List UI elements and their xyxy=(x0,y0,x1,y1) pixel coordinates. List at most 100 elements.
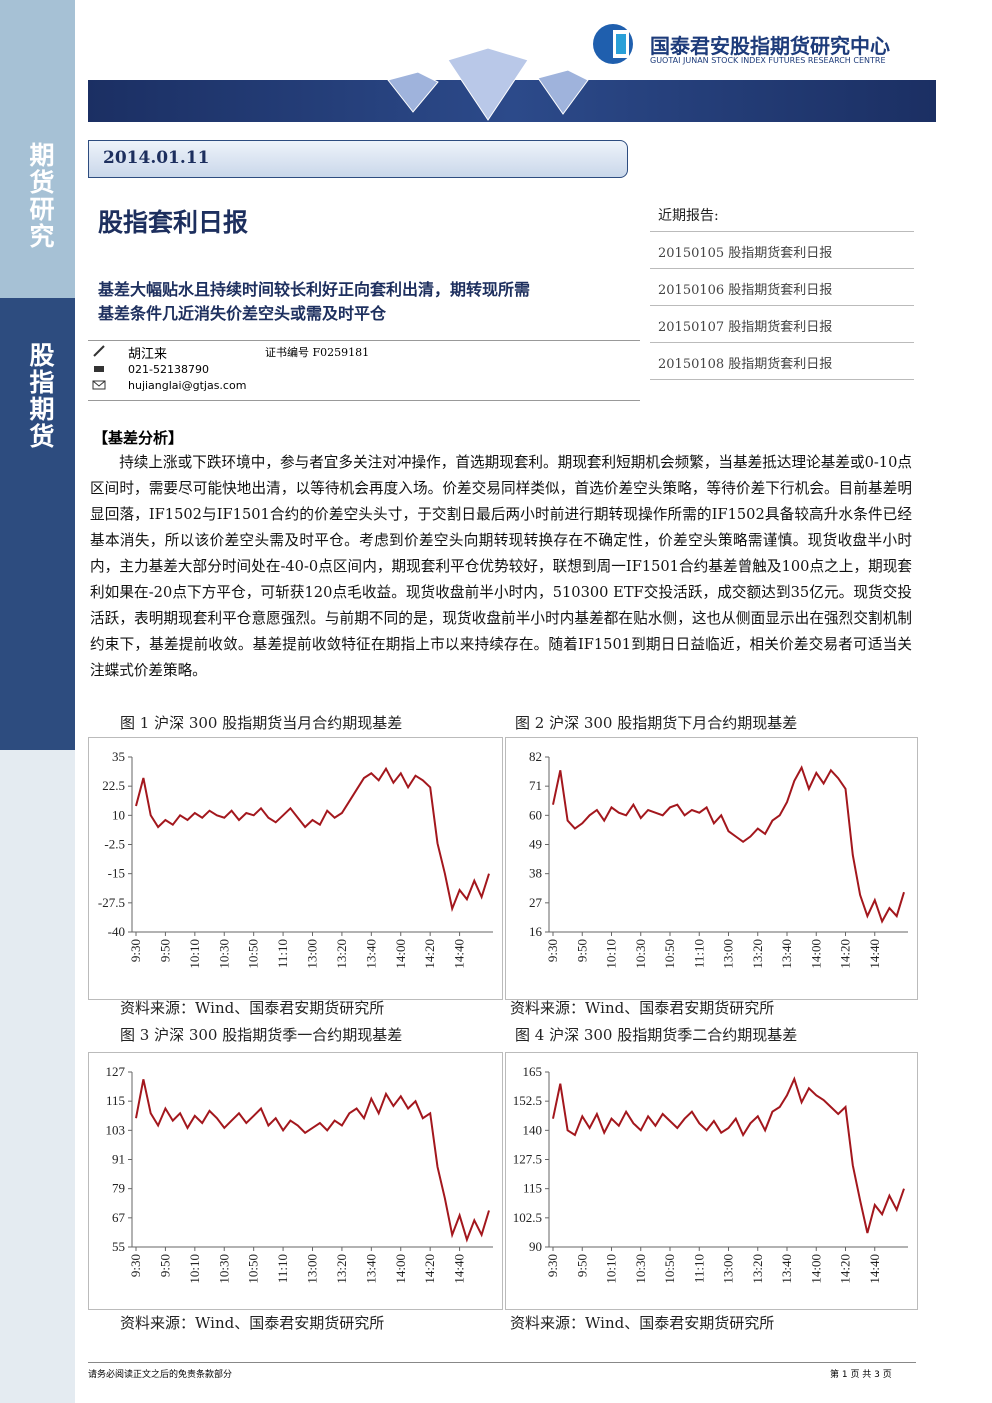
chart-frame xyxy=(88,1052,503,1310)
rule xyxy=(88,400,640,401)
chart-frame xyxy=(505,1052,918,1310)
y-tick-label: 71 xyxy=(529,778,542,793)
chart: 165 152.5 140 127.5 115 102.5 909:30 9:50 10:10 1… xyxy=(505,1052,918,1310)
y-tick-label: -15 xyxy=(108,866,125,881)
sidebar-label: 股指期货 xyxy=(26,342,55,450)
recent-item[interactable]: 20150106 股指期货套利日报 xyxy=(650,279,914,306)
x-tick-label: 14:40 xyxy=(867,1254,882,1284)
chart-source: 资料来源：Wind、国泰君安期货研究所 xyxy=(120,999,385,1017)
x-tick-label: 9:30 xyxy=(128,1254,143,1277)
x-tick-label: 13:00 xyxy=(721,1254,736,1284)
series-line xyxy=(135,1079,490,1243)
y-tick-label: -27.5 xyxy=(98,895,125,910)
rule xyxy=(88,340,640,341)
subtitle-line: 基差大幅贴水且持续时间较长利好正向套利出清，期转现所需 xyxy=(98,280,531,299)
x-tick-label: 11:10 xyxy=(691,1254,706,1283)
recent-item[interactable]: 20150105 股指期货套利日报 xyxy=(650,242,914,269)
recent-item[interactable]: 20150108 股指期货套利日报 xyxy=(650,353,914,380)
x-tick-label: 9:50 xyxy=(574,939,589,962)
y-tick-label: -40 xyxy=(108,924,125,939)
x-tick-label: 14:00 xyxy=(808,939,823,969)
date-bar xyxy=(88,140,628,178)
recent-heading: 近期报告: xyxy=(650,205,914,232)
x-tick-label: 13:00 xyxy=(721,939,736,969)
series-line xyxy=(552,765,905,924)
x-tick-label: 14:40 xyxy=(452,1254,467,1284)
y-tick-label: 67 xyxy=(112,1210,126,1225)
x-tick-label: 10:30 xyxy=(216,939,231,969)
chart-source: 资料来源：Wind、国泰君安期货研究所 xyxy=(510,999,775,1017)
org-name: 国泰君安股指期货研究中心 xyxy=(650,34,890,58)
contact-icons xyxy=(92,345,106,390)
sidebar-label: 期货研究 xyxy=(26,142,55,250)
chart-title: 图 1 沪深 300 股指期货当月合约期现基差 xyxy=(120,714,403,732)
page-number: 第 1 页 共 3 页 xyxy=(830,1370,892,1380)
x-tick-label: 9:50 xyxy=(157,1254,172,1277)
chart-title: 图 2 沪深 300 股指期货下月合约期现基差 xyxy=(515,714,798,732)
x-tick-label: 14:00 xyxy=(393,939,408,969)
x-tick-label: 10:10 xyxy=(187,1254,202,1284)
date: 2014.01.11 xyxy=(103,148,210,168)
chart: 82 71 60 49 38 27 169:30 9:50 10:10 10:30 10:50 11:… xyxy=(505,737,918,1000)
x-tick-label: 14:20 xyxy=(422,1254,437,1284)
subtitle-line: 基差条件几近消失价差空头或需及时平仓 xyxy=(98,304,387,323)
x-tick-label: 10:50 xyxy=(662,1254,677,1284)
body-text: 持续上涨或下跌环境中，参与者宜多关注对冲操作，首选期现套利。期现套利短期机会频繁… xyxy=(90,454,912,679)
x-tick-label: 13:20 xyxy=(334,1254,349,1284)
x-tick-label: 14:20 xyxy=(838,1254,853,1284)
sidebar-top xyxy=(0,0,75,298)
chart-frame xyxy=(505,737,918,1000)
y-tick-label: 152.5 xyxy=(513,1093,542,1108)
y-tick-label: 27 xyxy=(529,895,543,910)
x-tick-label: 9:50 xyxy=(574,1254,589,1277)
y-tick-label: 82 xyxy=(529,749,542,764)
x-tick-label: 13:40 xyxy=(363,939,378,969)
x-tick-label: 13:40 xyxy=(779,1254,794,1284)
chart-source: 资料来源：Wind、国泰君安期货研究所 xyxy=(510,1314,775,1332)
title: 股指套利日报 xyxy=(98,208,249,237)
y-tick-label: 103 xyxy=(106,1122,126,1137)
series-line xyxy=(135,766,490,913)
x-tick-label: 10:50 xyxy=(246,1254,261,1284)
chart: 35 22.5 10 -2.5 -15 -27.5 -409:30 9:50 10:10 10:3… xyxy=(88,737,503,1000)
author-phone: 021-52138790 xyxy=(128,363,209,376)
y-tick-label: 22.5 xyxy=(102,778,125,793)
recent-item[interactable]: 20150107 股指期货套利日报 xyxy=(650,316,914,343)
y-tick-label: 60 xyxy=(529,807,542,822)
x-tick-label: 9:50 xyxy=(157,939,172,962)
sidebar-mid xyxy=(0,298,75,750)
x-tick-label: 10:30 xyxy=(216,1254,231,1284)
y-tick-label: 102.5 xyxy=(513,1210,542,1225)
x-tick-label: 13:40 xyxy=(363,1254,378,1284)
x-tick-label: 13:20 xyxy=(750,1254,765,1284)
x-tick-label: 14:00 xyxy=(808,1254,823,1284)
chart-source: 资料来源：Wind、国泰君安期货研究所 xyxy=(120,1314,385,1332)
y-tick-label: 115 xyxy=(523,1181,542,1196)
x-tick-label: 9:30 xyxy=(128,939,143,962)
y-tick-label: 127.5 xyxy=(513,1152,542,1167)
y-tick-label: 91 xyxy=(112,1152,125,1167)
author-name: 胡江来 xyxy=(128,347,168,362)
x-tick-label: 11:10 xyxy=(691,939,706,968)
x-tick-label: 14:20 xyxy=(422,939,437,969)
y-tick-label: -2.5 xyxy=(104,837,125,852)
x-tick-label: 10:10 xyxy=(187,939,202,969)
y-tick-label: 115 xyxy=(106,1093,125,1108)
y-tick-label: 140 xyxy=(523,1122,543,1137)
y-tick-label: 16 xyxy=(529,924,543,939)
x-tick-label: 14:40 xyxy=(867,939,882,969)
author-email: hujianglai@gtjas.com xyxy=(128,379,247,392)
chart-title: 图 4 沪深 300 股指期货季二合约期现基差 xyxy=(515,1026,798,1044)
y-tick-label: 10 xyxy=(112,807,125,822)
x-tick-label: 10:10 xyxy=(604,1254,619,1284)
y-tick-label: 90 xyxy=(529,1239,542,1254)
sidebar-bottom xyxy=(0,750,75,1403)
chart: 127 115 103 91 79 67 559:30 9:50 10:10 10:30 10:50… xyxy=(88,1052,503,1310)
org-name-en: GUOTAI JUNAN STOCK INDEX FUTURES RESEARC… xyxy=(650,56,886,65)
x-tick-label: 13:00 xyxy=(305,1254,320,1284)
x-tick-label: 13:00 xyxy=(305,939,320,969)
y-tick-label: 38 xyxy=(529,866,542,881)
chart-frame xyxy=(88,737,503,1000)
x-tick-label: 14:40 xyxy=(452,939,467,969)
x-tick-label: 13:20 xyxy=(750,939,765,969)
